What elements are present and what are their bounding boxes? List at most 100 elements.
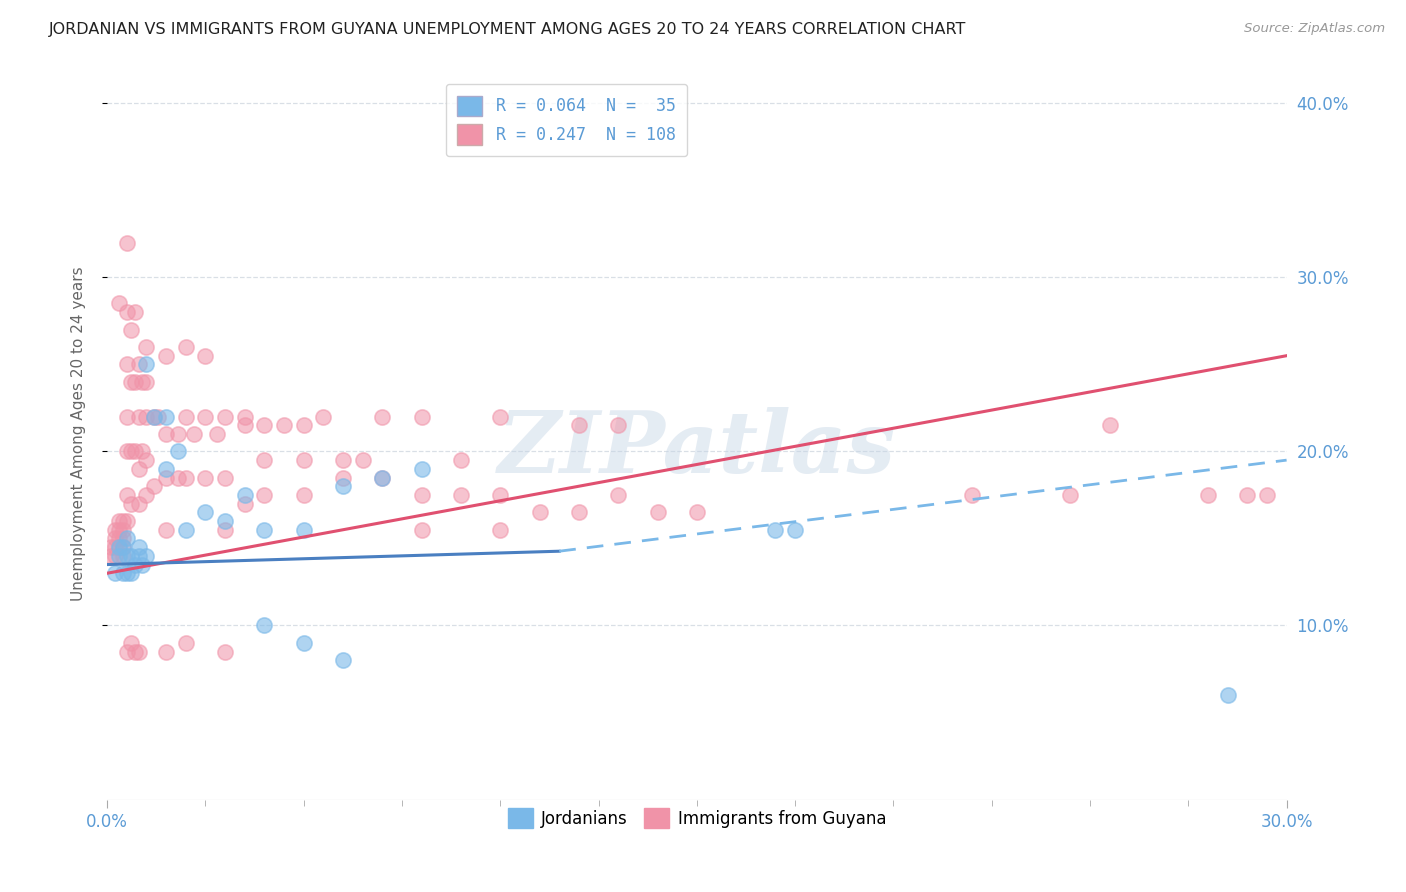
Point [489,523,512,537]
Point [183,427,205,442]
Point [143,409,166,424]
Point [124,558,146,572]
Point [292,488,315,502]
Point [529,505,551,519]
Point [128,644,150,658]
Point [135,340,157,354]
Point [155,523,177,537]
Point [128,540,150,554]
Point [568,418,591,433]
Point [489,488,512,502]
Point [111,566,134,581]
Point [148,409,170,424]
Point [647,505,669,519]
Text: ZIPatlas: ZIPatlas [498,407,896,491]
Point [194,349,217,363]
Point [166,444,188,458]
Point [120,322,142,336]
Point [332,470,354,484]
Point [607,488,630,502]
Point [568,505,591,519]
Point [1098,418,1121,433]
Point [111,549,134,563]
Point [166,470,188,484]
Point [785,523,807,537]
Point [111,532,134,546]
Point [312,409,335,424]
Point [194,409,217,424]
Point [104,540,127,554]
Point [131,558,153,572]
Legend: Jordanians, Immigrants from Guyana: Jordanians, Immigrants from Guyana [501,801,893,835]
Point [135,409,157,424]
Point [1236,488,1258,502]
Point [128,409,150,424]
Point [233,418,256,433]
Point [292,636,315,650]
Point [111,514,134,528]
Point [128,497,150,511]
Point [332,653,354,667]
Point [111,540,134,554]
Point [371,409,394,424]
Point [960,488,983,502]
Point [332,453,354,467]
Point [108,514,131,528]
Point [131,444,153,458]
Point [253,488,276,502]
Point [124,305,146,319]
Point [233,409,256,424]
Point [120,636,142,650]
Point [135,488,157,502]
Point [450,488,472,502]
Point [233,488,256,502]
Point [292,453,315,467]
Point [155,427,177,442]
Point [371,470,394,484]
Point [352,453,374,467]
Point [135,375,157,389]
Point [115,532,138,546]
Point [120,444,142,458]
Point [155,462,177,476]
Point [128,549,150,563]
Text: JORDANIAN VS IMMIGRANTS FROM GUYANA UNEMPLOYMENT AMONG AGES 20 TO 24 YEARS CORRE: JORDANIAN VS IMMIGRANTS FROM GUYANA UNEM… [49,22,966,37]
Point [115,514,138,528]
Point [214,644,236,658]
Point [292,418,315,433]
Point [115,409,138,424]
Point [194,470,217,484]
Point [155,644,177,658]
Point [120,375,142,389]
Point [108,296,131,310]
Point [1197,488,1219,502]
Point [214,409,236,424]
Point [115,444,138,458]
Point [155,470,177,484]
Point [131,375,153,389]
Text: Source: ZipAtlas.com: Source: ZipAtlas.com [1244,22,1385,36]
Point [135,358,157,372]
Point [135,549,157,563]
Point [174,340,197,354]
Point [765,523,787,537]
Point [128,358,150,372]
Point [273,418,295,433]
Point [115,644,138,658]
Point [100,540,122,554]
Point [686,505,709,519]
Point [108,532,131,546]
Point [1059,488,1081,502]
Point [253,618,276,632]
Point [253,418,276,433]
Point [124,375,146,389]
Point [292,523,315,537]
Point [214,470,236,484]
Point [450,453,472,467]
Point [115,305,138,319]
Point [371,470,394,484]
Point [194,505,217,519]
Point [143,479,166,493]
Point [100,549,122,563]
Point [135,453,157,467]
